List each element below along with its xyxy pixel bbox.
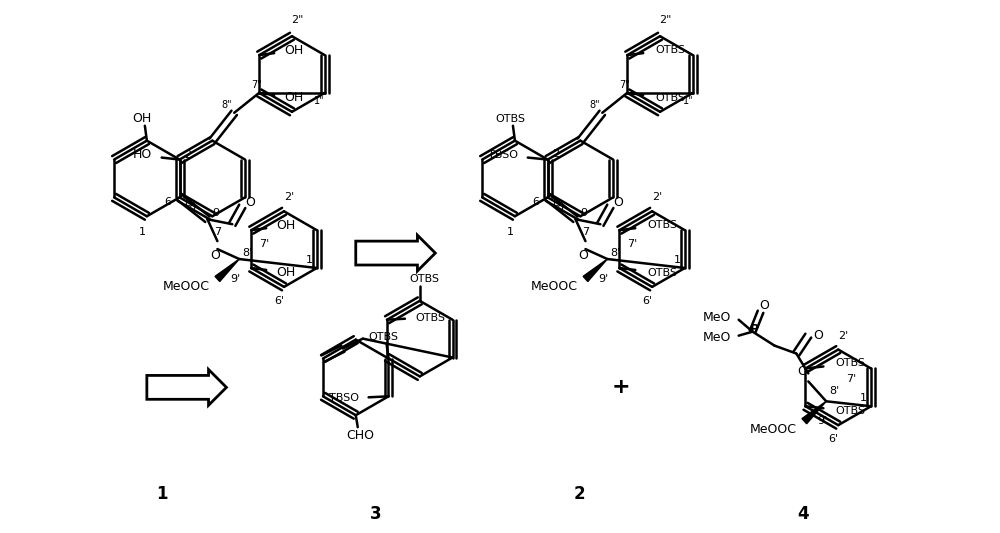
Text: 8': 8' (610, 248, 620, 258)
Polygon shape (147, 369, 226, 405)
Text: MeOOC: MeOOC (531, 280, 578, 293)
Text: OTBS: OTBS (647, 220, 677, 230)
Text: HO: HO (132, 148, 152, 161)
Text: MeOOC: MeOOC (749, 423, 796, 435)
Text: 2': 2' (838, 330, 848, 341)
Text: 8: 8 (188, 203, 195, 212)
Text: O: O (813, 329, 823, 342)
Text: 6': 6' (642, 296, 652, 306)
Text: OTBS: OTBS (415, 313, 445, 323)
Text: OH: OH (132, 112, 152, 125)
Text: OTBS: OTBS (495, 114, 525, 124)
Text: 7': 7' (259, 239, 269, 249)
Text: O: O (797, 365, 807, 378)
Text: 4: 4 (798, 505, 809, 523)
Text: 8: 8 (552, 198, 559, 208)
Text: OTBS: OTBS (410, 274, 440, 284)
Text: OTBS: OTBS (655, 93, 685, 103)
Text: TBSO: TBSO (488, 150, 518, 159)
Text: 6: 6 (164, 197, 171, 207)
Text: 2': 2' (284, 192, 294, 203)
Text: 8': 8' (242, 248, 252, 258)
Text: 1': 1' (306, 255, 316, 265)
Text: 7': 7' (846, 374, 856, 384)
Text: P: P (750, 323, 759, 336)
Text: 9: 9 (580, 208, 587, 219)
Text: 7': 7' (627, 239, 637, 249)
Text: CHO: CHO (347, 429, 375, 442)
Text: OH: OH (276, 219, 295, 232)
Text: OH: OH (284, 44, 303, 56)
Text: MeOOC: MeOOC (162, 280, 209, 293)
Text: OTBS: OTBS (369, 332, 399, 342)
Text: OTBS: OTBS (835, 406, 865, 416)
Text: 6': 6' (828, 434, 838, 444)
Text: 8: 8 (556, 203, 563, 212)
Text: 7": 7" (251, 80, 261, 90)
Text: OTBS: OTBS (835, 359, 865, 368)
Text: 8": 8" (221, 100, 232, 110)
Text: 9': 9' (598, 274, 608, 284)
Text: 1: 1 (138, 227, 145, 237)
Text: 7: 7 (214, 227, 221, 237)
Text: O: O (760, 300, 769, 312)
Text: 8: 8 (184, 198, 191, 208)
Text: 8': 8' (829, 386, 839, 397)
Text: 2: 2 (574, 485, 585, 503)
Text: 2': 2' (652, 192, 662, 203)
Text: 2": 2" (659, 15, 671, 25)
Text: 9': 9' (817, 416, 827, 426)
Text: 6': 6' (274, 296, 284, 306)
Text: 1': 1' (860, 393, 870, 403)
Text: 7": 7" (619, 80, 630, 90)
Text: 1: 1 (506, 227, 513, 237)
Text: OH: OH (276, 266, 295, 279)
Text: 9': 9' (230, 274, 240, 284)
Polygon shape (583, 259, 607, 281)
Text: OTBS: OTBS (647, 268, 677, 278)
Polygon shape (356, 235, 435, 271)
Text: 1: 1 (156, 485, 168, 503)
Polygon shape (802, 401, 826, 424)
Text: 1": 1" (682, 96, 693, 106)
Text: TBSO: TBSO (329, 393, 359, 403)
Text: 2: 2 (552, 149, 559, 159)
Text: 2": 2" (291, 15, 303, 25)
Text: 3: 3 (370, 505, 381, 523)
Text: 8": 8" (589, 100, 600, 110)
Text: 1': 1' (674, 255, 684, 265)
Text: OH: OH (284, 91, 303, 104)
Text: MeO: MeO (702, 331, 731, 344)
Text: OTBS: OTBS (655, 45, 685, 55)
Text: 7: 7 (582, 227, 589, 237)
Text: O: O (579, 248, 588, 262)
Polygon shape (215, 259, 239, 281)
Text: 2: 2 (184, 150, 191, 159)
Text: 6: 6 (532, 197, 539, 207)
Text: +: + (612, 377, 631, 398)
Text: MeO: MeO (702, 311, 731, 324)
Text: 9: 9 (212, 208, 219, 219)
Text: 1": 1" (314, 96, 325, 106)
Text: O: O (613, 196, 623, 209)
Text: O: O (245, 196, 255, 209)
Text: O: O (210, 248, 220, 262)
